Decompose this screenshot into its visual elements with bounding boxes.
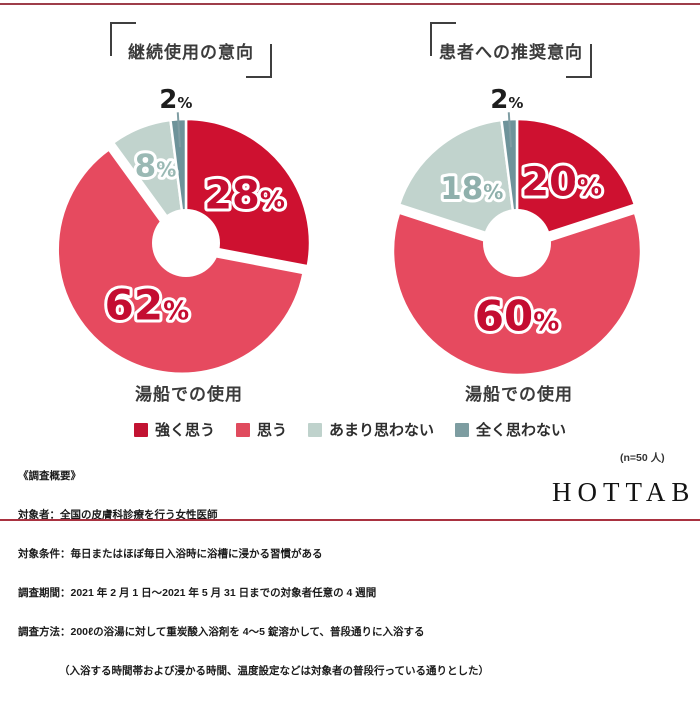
legend-item-agree: 思う — [235, 419, 287, 440]
value-label-全く思わない: 2% — [490, 85, 523, 115]
survey-period: 調査期間：2021 年 2 月 1 日〜2021 年 5 月 31 日までの対象… — [18, 587, 377, 599]
value-label-あまり思わない: 18% — [440, 171, 503, 207]
survey-method-note: （入浴する時間帯および浸かる時間、温度設定などは対象者の普段行っている通りとした… — [59, 665, 489, 677]
callout-leader-line — [176, 112, 181, 148]
donut-hole — [152, 209, 220, 277]
value-label-強く思う: 28% — [204, 173, 285, 219]
legend-label: 強く思う — [154, 422, 215, 439]
survey-conditions: 対象条件：毎日またはほぼ毎日入浴時に浴槽に浸かる習慣がある — [18, 548, 323, 560]
value-label-思う: 62% — [105, 280, 190, 329]
chart-subtitle-right: 湯船での使用 — [465, 385, 573, 404]
chart-title-text: 継続使用の意向 — [128, 42, 254, 62]
donut-chart-continue-intent: 28% 62% 8% 2% — [56, 85, 312, 375]
infographic-canvas: 継続使用の意向 患者への推奨意向 28% 62% 8% 2% 20% 60% 18% 2% … — [0, 3, 700, 677]
legend-swatch-strongly-agree — [133, 422, 148, 437]
legend-item-disagree: 全く思わない — [455, 419, 566, 440]
value-label-あまり思わない: 8% — [135, 149, 177, 185]
donut-chart-recommend-intent: 20% 60% 18% 2% — [391, 85, 643, 377]
chart-title-recommend-intent: 患者への推奨意向 — [430, 22, 592, 78]
value-label-全く思わない: 2% — [159, 85, 192, 115]
pie-slice-強く思う — [515, 117, 637, 245]
survey-target: 対象者：全国の皮膚科診療を行う女性医師 — [18, 509, 218, 521]
legend-label: 全く思わない — [476, 422, 567, 439]
pie-slice-あまり思わない — [397, 118, 519, 245]
legend-swatch-agree — [235, 422, 250, 437]
top-border-line — [0, 3, 700, 5]
legend-label: あまり思わない — [329, 422, 435, 439]
survey-method: 調査方法：200ℓの浴湯に対して重炭酸入浴剤を 4〜5 錠溶かして、普段通りに入… — [18, 626, 425, 638]
legend-label: 思う — [256, 422, 287, 439]
sample-size-label: (n=50 人) — [620, 452, 665, 464]
chart-subtitle-left: 湯船での使用 — [135, 385, 243, 404]
survey-overview: 《調査概要》 対象者：全国の皮膚科診療を行う女性医師 対象条件：毎日またはほぼ毎… — [18, 444, 489, 704]
callout-leader-line — [507, 112, 512, 148]
donut-hole — [483, 209, 551, 277]
value-label-思う: 60% — [475, 292, 560, 341]
legend: 強く思う 思う あまり思わない 全く思わない — [0, 419, 700, 440]
chart-title-continue-intent: 継続使用の意向 — [110, 22, 272, 78]
hottab-logo: HOTTAB — [552, 477, 696, 507]
chart-title-text: 患者への推奨意向 — [439, 42, 583, 62]
legend-swatch-somewhat-disagree — [308, 422, 322, 437]
bottom-border-line — [0, 519, 700, 521]
survey-overview-heading: 《調査概要》 — [18, 470, 81, 482]
legend-item-strongly-agree: 強く思う — [133, 419, 215, 440]
pie-slice-思う — [391, 211, 643, 377]
value-label-強く思う: 20% — [521, 160, 602, 206]
legend-item-somewhat-disagree: あまり思わない — [308, 419, 434, 440]
legend-swatch-disagree — [455, 422, 470, 437]
